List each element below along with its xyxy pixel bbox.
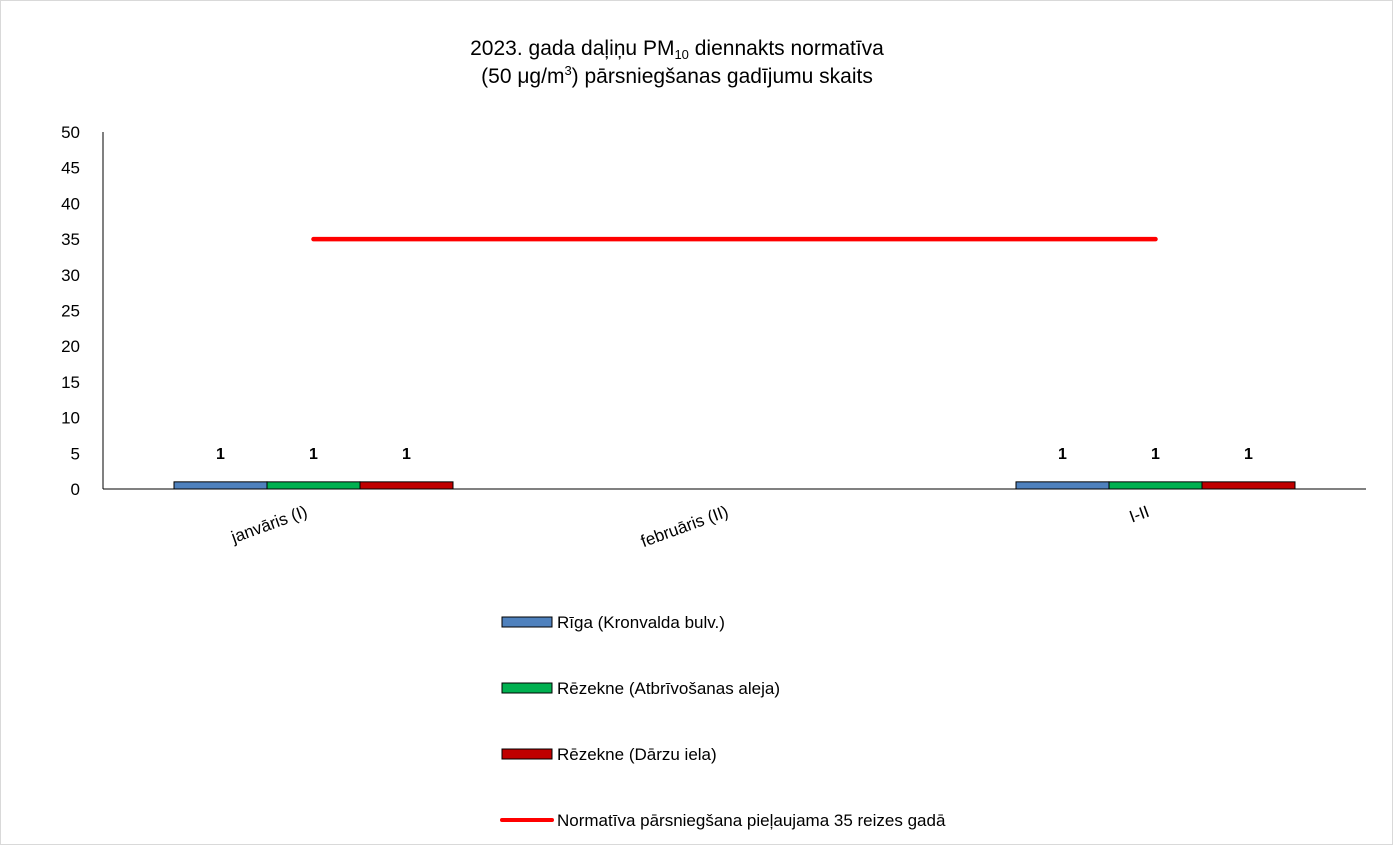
- x-tick-label-februaris-ii: februāris (II): [638, 502, 731, 551]
- y-tick-label-0: 0: [71, 480, 80, 499]
- x-tick-label-i-ii: I-II: [1127, 502, 1152, 527]
- data-label-rezekne-darzu-iela-i-ii: 1: [1244, 446, 1253, 463]
- data-label-rezekne-atbrivosanas-aleja-janvaris-i: 1: [309, 446, 318, 463]
- legend-swatch-rezekne-darzu-iela: [501, 748, 553, 760]
- legend-label-normativa-parsniegsana-pielaujama-35-reizes-gada: Normatīva pārsniegšana pieļaujama 35 rei…: [557, 811, 946, 830]
- y-tick-label-10: 10: [61, 409, 80, 428]
- title-line-2-main: (50 μg/m: [481, 65, 565, 88]
- data-label-rezekne-atbrivosanas-aleja-i-ii: 1: [1151, 446, 1160, 463]
- title-line-2-superscript: 3: [564, 63, 572, 78]
- y-tick-label-30: 30: [61, 266, 80, 285]
- legend-swatch-rezekne-atbrivosanas-aleja: [501, 682, 553, 694]
- y-tick-label-5: 5: [71, 444, 80, 463]
- title-line-1: 2023. gada daļiņu PM10 diennakts normatī…: [331, 35, 1023, 63]
- chart-title: 2023. gada daļiņu PM10 diennakts normatī…: [331, 35, 1023, 91]
- data-label-riga-kronvalda-bulv-janvaris-i: 1: [216, 446, 225, 463]
- data-label-riga-kronvalda-bulv-i-ii: 1: [1058, 446, 1067, 463]
- y-tick-label-40: 40: [61, 194, 80, 213]
- y-tick-label-15: 15: [61, 373, 80, 392]
- title-line-1-rest: diennakts normatīva: [688, 37, 884, 60]
- y-tick-label-35: 35: [61, 230, 80, 249]
- legend-label-rezekne-darzu-iela: Rēzekne (Dārzu iela): [557, 745, 717, 764]
- x-tick-label-janvaris-i: janvāris (I): [228, 502, 310, 547]
- bar-rezekne-darzu-iela-janvaris-i: [359, 481, 454, 490]
- title-line-2: (50 μg/m3) pārsniegšanas gadījumu skaits: [331, 63, 1023, 91]
- bar-rezekne-darzu-iela-i-ii: [1201, 481, 1296, 490]
- title-line-1-main: 2023. gada daļiņu PM: [470, 37, 675, 60]
- legend-label-rezekne-atbrivosanas-aleja: Rēzekne (Atbrīvošanas aleja): [557, 679, 780, 698]
- data-label-rezekne-darzu-iela-janvaris-i: 1: [402, 446, 411, 463]
- y-tick-label-45: 45: [61, 159, 80, 178]
- bar-rezekne-atbrivosanas-aleja-janvaris-i: [266, 481, 361, 490]
- title-line-1-subscript: 10: [674, 47, 689, 62]
- bar-riga-kronvalda-bulv-janvaris-i: [173, 481, 268, 490]
- bar-rezekne-atbrivosanas-aleja-i-ii: [1108, 481, 1203, 490]
- y-tick-label-20: 20: [61, 337, 80, 356]
- legend-swatch-riga-kronvalda-bulv: [501, 616, 553, 628]
- y-tick-label-25: 25: [61, 302, 80, 321]
- title-line-2-rest: ) pārsniegšanas gadījumu skaits: [571, 65, 873, 88]
- bar-riga-kronvalda-bulv-i-ii: [1015, 481, 1110, 490]
- legend-label-riga-kronvalda-bulv: Rīga (Kronvalda bulv.): [557, 613, 725, 632]
- y-tick-label-50: 50: [61, 123, 80, 142]
